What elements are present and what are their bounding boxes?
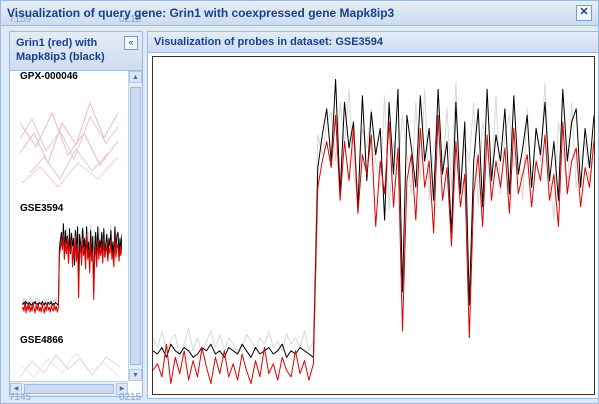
dataset-label[interactable]: GSE4866 bbox=[20, 335, 64, 346]
thumbnail-chart-gpx[interactable] bbox=[20, 83, 124, 193]
vertical-scrollbar[interactable]: ▲ ▼ bbox=[128, 71, 142, 381]
right-panel-title: Visualization of probes in dataset: GSE3… bbox=[154, 36, 384, 48]
left-panel-header: Grin1 (red) with Mapk8ip3 (black) « bbox=[10, 32, 142, 71]
scroll-thumb[interactable] bbox=[130, 87, 141, 365]
series-line bbox=[152, 78, 595, 358]
hscroll-thumb[interactable] bbox=[24, 384, 114, 394]
thumbnail-chart-gse3594[interactable] bbox=[22, 217, 122, 317]
plot-area[interactable] bbox=[152, 56, 595, 395]
window-title: Visualization of query gene: Grin1 with … bbox=[7, 6, 395, 20]
scroll-left-arrow[interactable]: ◀ bbox=[10, 383, 22, 395]
dataset-label[interactable]: GSE3594 bbox=[20, 203, 64, 214]
close-icon[interactable]: ✕ bbox=[576, 5, 592, 21]
probe-line-chart[interactable] bbox=[152, 57, 595, 394]
horizontal-scrollbar[interactable]: ◀ ▶ bbox=[10, 381, 128, 396]
ghost-label: 0215 bbox=[119, 14, 142, 25]
right-panel: Visualization of probes in dataset: GSE3… bbox=[147, 31, 599, 399]
left-panel-title: Grin1 (red) with Mapk8ip3 (black) bbox=[16, 37, 105, 63]
collapse-icon[interactable]: « bbox=[124, 36, 138, 50]
dataset-label[interactable]: GPX-000046 bbox=[20, 71, 78, 82]
thumbnail-chart-gse4866[interactable] bbox=[20, 347, 124, 381]
scroll-right-arrow[interactable]: ▶ bbox=[116, 383, 128, 395]
thumbnail-list: GPX-000046 GSE3594 GSE4866 bbox=[10, 71, 128, 381]
right-panel-header: Visualization of probes in dataset: GSE3… bbox=[148, 32, 598, 53]
window-titlebar[interactable]: 7159 0215 Visualization of query gene: G… bbox=[1, 1, 598, 26]
ghost-label: 0215 bbox=[119, 392, 142, 403]
left-panel: Grin1 (red) with Mapk8ip3 (black) « GPX-… bbox=[9, 31, 143, 397]
series-line bbox=[22, 233, 122, 314]
scroll-up-arrow[interactable]: ▲ bbox=[129, 71, 142, 83]
ghost-label: 7159 bbox=[9, 14, 32, 25]
scroll-down-arrow[interactable]: ▼ bbox=[129, 369, 142, 381]
series-line bbox=[152, 114, 595, 384]
ghost-label: 7145 bbox=[9, 392, 32, 403]
